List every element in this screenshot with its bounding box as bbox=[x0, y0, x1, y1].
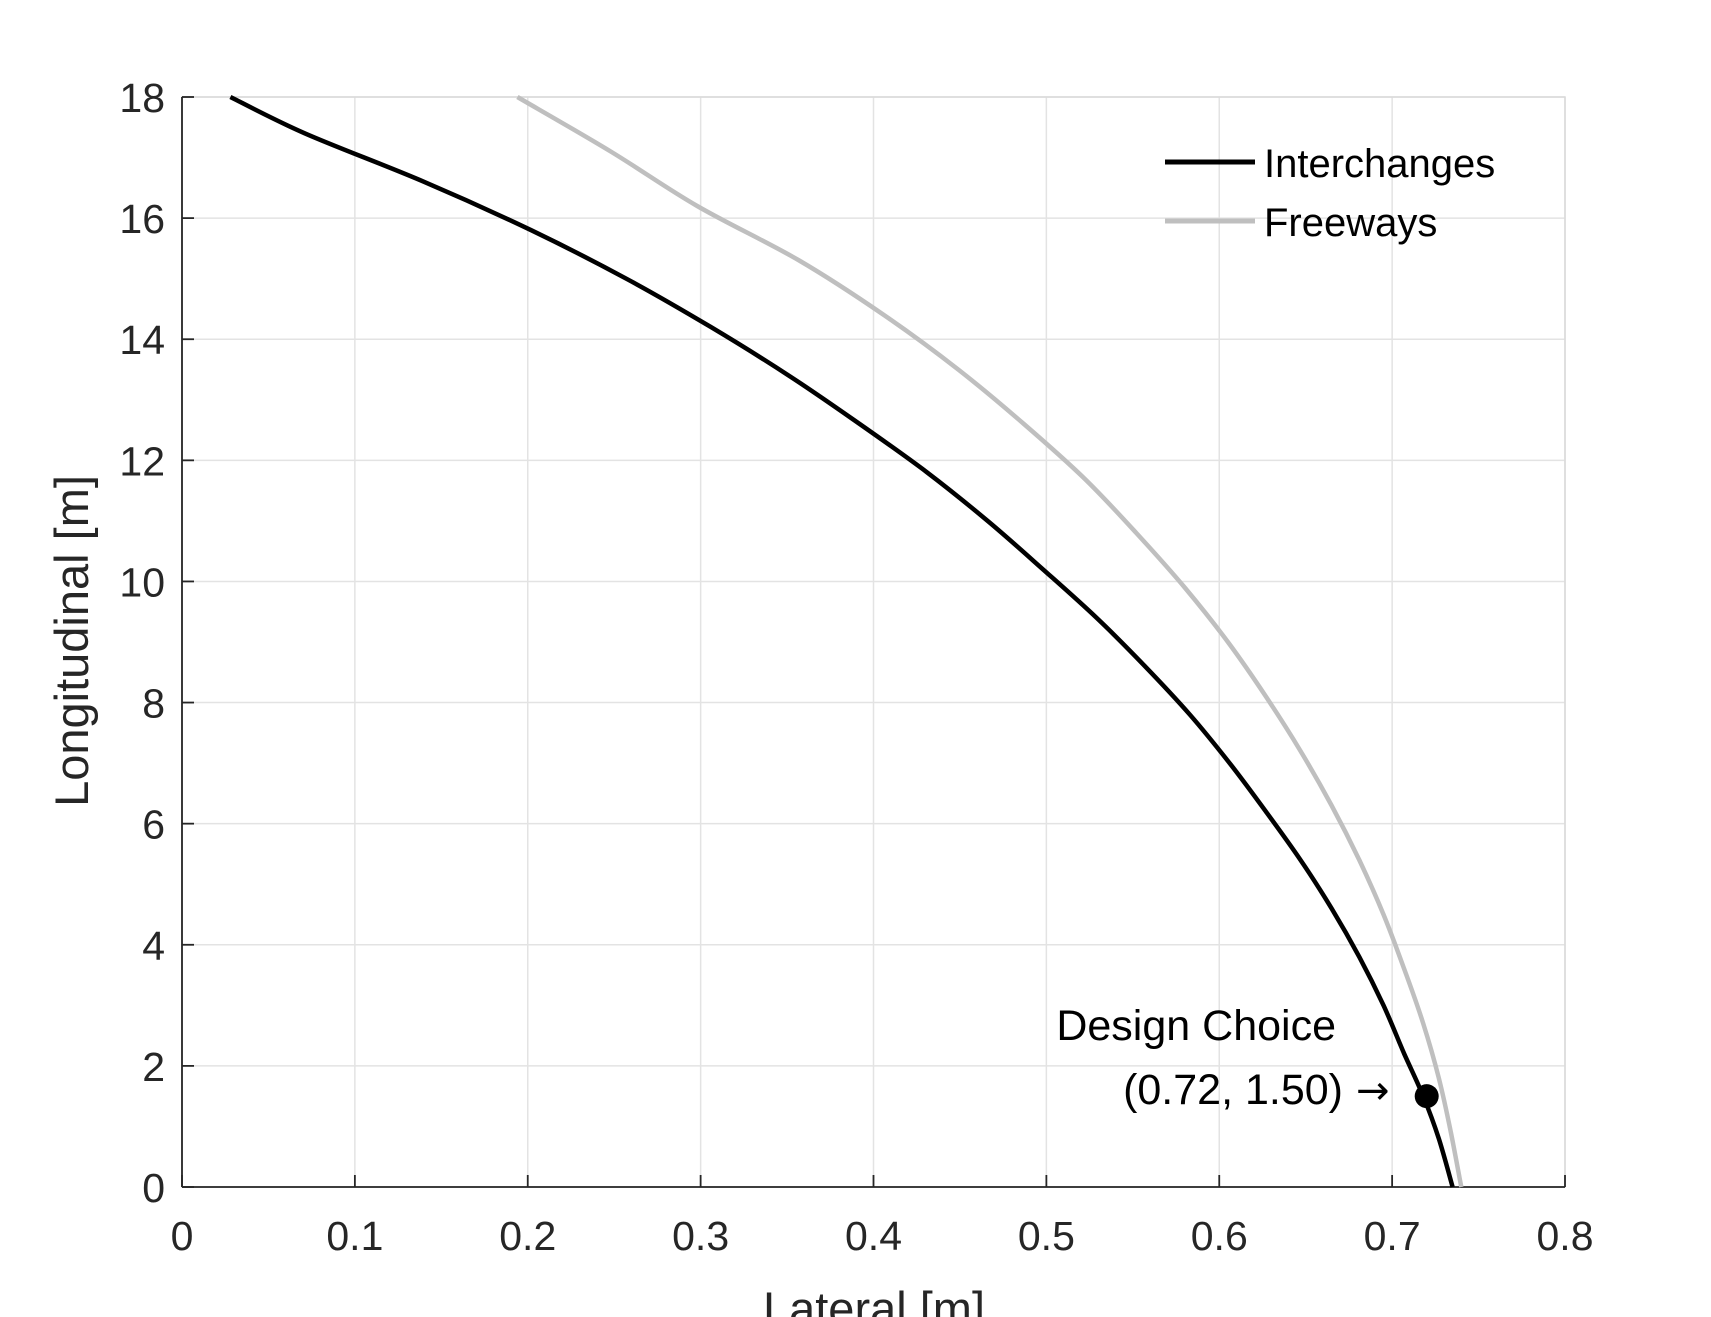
y-tick-label: 4 bbox=[142, 923, 165, 969]
annotation-layer: Design Choice (0.72, 1.50) → bbox=[1056, 1002, 1389, 1114]
ticks: 0 0.1 0.2 0.3 0.4 0.5 0.6 0.7 0.8 0 2 4 6 8 10 12 14 16 18 bbox=[119, 75, 1593, 1259]
x-tick-label: 0.3 bbox=[672, 1213, 729, 1259]
y-tick-label: 18 bbox=[119, 75, 165, 121]
y-tick-label: 2 bbox=[142, 1044, 165, 1090]
y-tick-label: 12 bbox=[119, 438, 165, 484]
y-tick-label: 16 bbox=[119, 196, 165, 242]
x-tick-label: 0.2 bbox=[499, 1213, 556, 1259]
annotation-title: Design Choice bbox=[1056, 1002, 1336, 1050]
series-layer bbox=[229, 94, 1464, 1188]
annotation-arrow: → bbox=[1356, 1068, 1390, 1114]
y-tick-label: 14 bbox=[119, 317, 165, 363]
x-tick-label: 0.8 bbox=[1537, 1213, 1594, 1259]
series-line-interchanges bbox=[229, 94, 1455, 1188]
grid bbox=[181, 96, 1566, 1188]
legend-label-interchanges: Interchanges bbox=[1264, 142, 1495, 186]
x-tick-label: 0.6 bbox=[1191, 1213, 1248, 1259]
annotation-coords: (0.72, 1.50) bbox=[1123, 1066, 1343, 1114]
x-tick-label: 0.7 bbox=[1364, 1213, 1421, 1259]
x-tick-label: 0 bbox=[171, 1213, 194, 1259]
legend: Interchanges Freeways bbox=[1165, 142, 1495, 245]
legend-label-freeways: Freeways bbox=[1264, 201, 1437, 245]
x-tick-label: 0.5 bbox=[1018, 1213, 1075, 1259]
y-axis-label: Longitudinal [m] bbox=[45, 475, 98, 807]
y-tick-label: 6 bbox=[142, 802, 165, 848]
y-tick-label: 0 bbox=[142, 1165, 165, 1211]
y-tick-label: 8 bbox=[142, 681, 165, 727]
x-tick-label: 0.1 bbox=[326, 1213, 383, 1259]
series-line-freeways bbox=[516, 95, 1464, 1188]
design-choice-point bbox=[1414, 1084, 1439, 1109]
x-tick-label: 0.4 bbox=[845, 1213, 902, 1259]
y-tick-label: 10 bbox=[119, 559, 165, 605]
x-axis-label: Lateral [m] bbox=[763, 1282, 985, 1317]
